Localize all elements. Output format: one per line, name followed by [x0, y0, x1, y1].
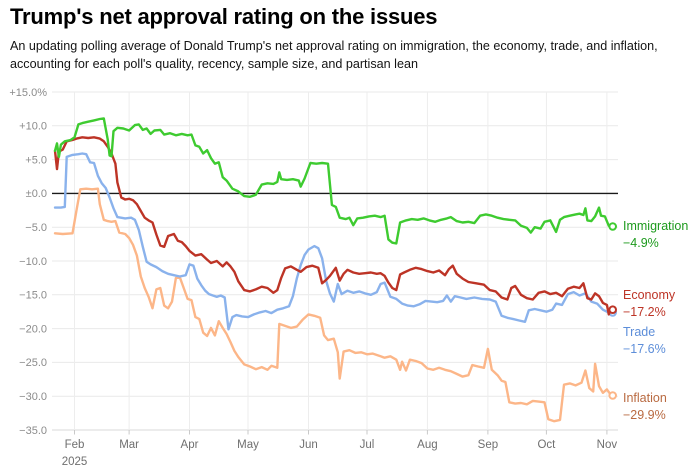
svg-text:+5.0: +5.0 [25, 154, 47, 166]
svg-text:−10.0: −10.0 [19, 256, 47, 268]
series-value-immigration: −4.9% [623, 235, 659, 250]
svg-text:−25.0: −25.0 [19, 357, 47, 369]
series-label-trade: Trade −17.6% [623, 324, 666, 357]
series-endpoint-inflation [608, 391, 618, 400]
x-axis-labels: Feb 2025 Mar Apr May Jun Jul Aug Sep Oct Nov [62, 439, 618, 468]
svg-text:Jul: Jul [360, 439, 375, 451]
svg-text:Nov: Nov [597, 439, 618, 451]
series-line-economy [53, 136, 614, 316]
svg-text:−20.0: −20.0 [19, 323, 47, 335]
chart-subtitle: An updating polling average of Donald Tr… [10, 39, 658, 71]
series-line-immigration [53, 117, 614, 245]
series-line-trade [53, 152, 614, 331]
series-value-trade: −17.6% [623, 341, 666, 356]
svg-text:Feb: Feb [65, 439, 85, 451]
series-name-immigration: Immigration [623, 219, 689, 233]
series-name-economy: Economy [623, 288, 676, 302]
y-axis-labels: +15.0% +10.0 +5.0 ±0.0 −5.0 −10.0 −15.0 −20.0 −2… [9, 87, 47, 437]
svg-text:Oct: Oct [537, 439, 556, 451]
series-label-economy: Economy −17.2% [623, 287, 675, 320]
svg-text:Jun: Jun [299, 439, 318, 451]
series-endpoint-economy [608, 305, 618, 314]
v-gridlines [74, 92, 608, 435]
series-line-inflation [53, 187, 614, 423]
svg-text:Mar: Mar [119, 439, 139, 451]
svg-text:May: May [237, 439, 259, 451]
svg-text:Sep: Sep [478, 439, 498, 451]
page-title: Trump's net approval rating on the issue… [10, 4, 438, 29]
svg-text:+10.0: +10.0 [19, 121, 47, 133]
series-name-trade: Trade [623, 325, 656, 339]
chart-canvas: +15.0% +10.0 +5.0 ±0.0 −5.0 −10.0 −15.0 −20.0 −2… [9, 87, 618, 468]
series-name-inflation: Inflation [623, 391, 667, 405]
svg-text:−35.0: −35.0 [19, 425, 47, 437]
svg-text:−5.0: −5.0 [25, 222, 47, 234]
svg-text:Aug: Aug [417, 439, 437, 451]
series-endpoint-immigration [608, 222, 618, 231]
svg-text:Apr: Apr [181, 439, 199, 451]
svg-text:+15.0%: +15.0% [9, 87, 47, 99]
series-value-inflation: −29.9% [623, 407, 666, 422]
series-value-economy: −17.2% [623, 304, 666, 319]
series-label-inflation: Inflation −29.9% [623, 390, 667, 423]
svg-text:2025: 2025 [62, 456, 88, 468]
svg-text:−15.0: −15.0 [19, 290, 47, 302]
svg-text:±0.0: ±0.0 [26, 188, 47, 200]
series-label-immigration: Immigration −4.9% [623, 218, 688, 251]
svg-text:−30.0: −30.0 [19, 391, 47, 403]
